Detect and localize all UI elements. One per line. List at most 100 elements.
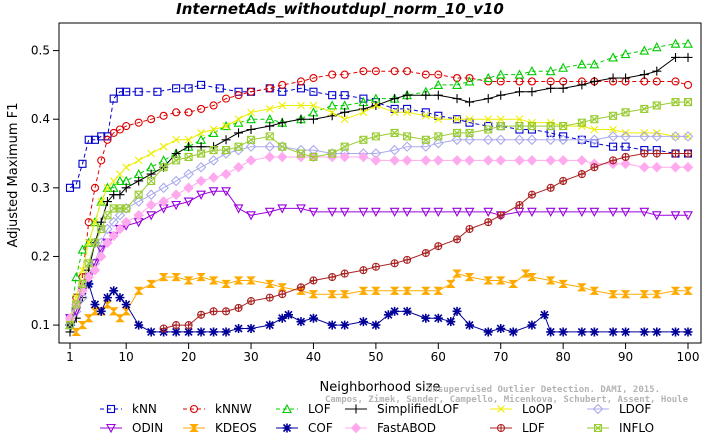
legend-label: LOF <box>308 402 331 416</box>
point-cof <box>196 327 206 337</box>
point-ldof <box>401 141 413 152</box>
point-fastabod <box>682 161 694 173</box>
point-fastabod <box>464 155 475 166</box>
point-cof <box>115 293 125 303</box>
x-tick-label: 60 <box>431 350 446 364</box>
point-cof <box>90 299 100 309</box>
point-odin <box>246 211 256 221</box>
point-ldof <box>464 134 475 146</box>
point-fastabod <box>620 158 631 170</box>
point-cof <box>390 306 400 316</box>
point-inflo <box>72 300 81 309</box>
point-loop <box>621 129 630 137</box>
point-lof <box>495 69 506 79</box>
point-loop <box>103 183 112 192</box>
point-odin <box>464 207 475 218</box>
point-fastabod <box>183 182 194 194</box>
point-simplifiedlof <box>246 125 256 135</box>
point-ldof <box>682 131 694 142</box>
point-ldf <box>496 211 505 220</box>
point-fastabod <box>482 155 494 166</box>
point-cof <box>146 327 156 337</box>
point-loop <box>403 108 411 117</box>
point-cof <box>539 310 549 320</box>
point-kdeos <box>433 286 444 295</box>
point-ldf <box>403 255 412 264</box>
point-inflo <box>172 156 181 165</box>
point-fastabod <box>651 161 663 173</box>
legend-marker <box>189 404 199 414</box>
point-odin <box>483 207 494 218</box>
point-kdeos <box>133 286 144 295</box>
point-inflo <box>78 279 87 288</box>
point-simplifiedlof <box>184 142 194 152</box>
point-odin <box>327 207 338 218</box>
point-fastabod <box>108 230 119 242</box>
point-fastabod <box>170 189 182 200</box>
point-ldof <box>114 210 126 221</box>
point-lof <box>77 244 88 254</box>
point-loop <box>222 122 230 130</box>
point-kdeos <box>545 276 556 285</box>
point-loop <box>78 266 87 275</box>
point-kdeos <box>233 276 244 285</box>
point-ldf <box>590 163 599 172</box>
point-knnw <box>671 77 680 86</box>
point-cof <box>652 327 662 337</box>
point-ldof <box>77 292 88 303</box>
point-knn <box>84 135 93 144</box>
point-ldof <box>620 131 631 142</box>
point-inflo <box>559 122 568 131</box>
point-knnw <box>652 77 661 86</box>
series-line-ldf <box>163 153 688 329</box>
point-lof <box>483 72 494 83</box>
point-ldof <box>145 189 157 200</box>
point-simplifiedlof <box>277 118 287 128</box>
legend-item-ldf: LDF <box>490 421 545 434</box>
point-fastabod <box>420 155 432 166</box>
legend-marker <box>106 404 116 414</box>
legend-item-odin: ODIN <box>100 421 163 434</box>
point-knn <box>197 80 206 89</box>
point-kdeos <box>71 327 82 336</box>
point-kdeos <box>508 279 519 288</box>
y-tick-label: 0.3 <box>31 181 50 195</box>
x-tick-label: 80 <box>556 350 571 364</box>
point-odin <box>608 207 619 218</box>
point-inflo <box>609 111 618 120</box>
point-simplifiedlof <box>296 114 306 124</box>
point-fastabod <box>120 216 132 228</box>
point-simplifiedlof <box>433 90 443 100</box>
point-fastabod <box>245 155 257 166</box>
point-ldf <box>577 170 586 179</box>
point-knnw <box>184 108 193 117</box>
series-knnw <box>65 67 693 323</box>
point-odin <box>402 207 413 218</box>
point-loop <box>371 101 380 110</box>
point-lof <box>527 66 537 76</box>
point-lof <box>670 38 681 48</box>
point-simplifiedlof <box>558 83 568 93</box>
point-cof <box>308 313 318 323</box>
point-odin <box>264 207 275 218</box>
point-ldf <box>309 276 318 285</box>
point-kdeos <box>577 283 587 292</box>
point-kdeos <box>171 272 181 282</box>
legend-marker <box>497 405 505 413</box>
point-ldf <box>609 156 618 165</box>
point-cof <box>84 279 94 289</box>
point-knnw <box>434 70 443 79</box>
y-tick-label: 0.1 <box>31 318 50 332</box>
point-knnw <box>359 67 368 76</box>
point-simplifiedlof <box>639 70 649 80</box>
point-inflo <box>147 176 156 186</box>
point-cof <box>209 327 219 337</box>
point-simplifiedlof <box>621 73 631 83</box>
point-cof <box>383 310 393 320</box>
legend-label: kNNW <box>215 402 252 416</box>
point-fastabod <box>370 155 382 166</box>
point-fastabod <box>576 155 588 166</box>
point-cof <box>508 327 518 337</box>
point-cof <box>184 327 194 337</box>
